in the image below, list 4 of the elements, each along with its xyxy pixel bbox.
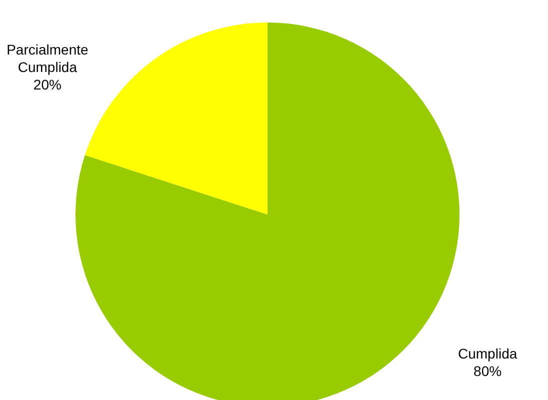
data-label: 20% (33, 76, 62, 93)
slice-label: Parcialmente Cumplida (6, 41, 88, 75)
slice-label: Cumplida (458, 345, 518, 362)
data-label: 80% (474, 362, 502, 379)
